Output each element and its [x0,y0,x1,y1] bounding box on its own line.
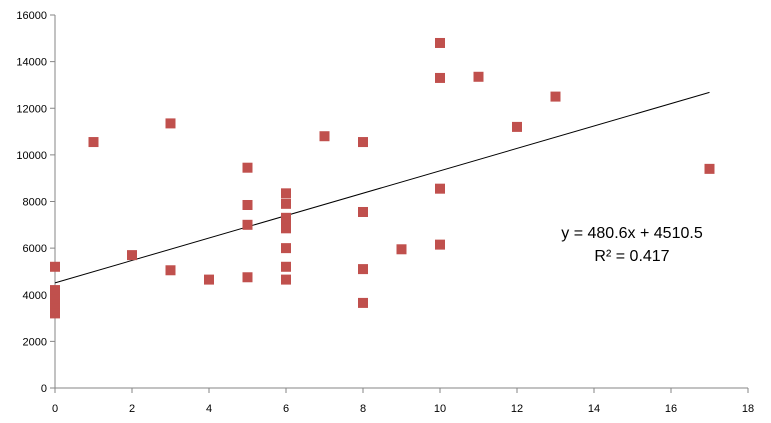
data-point [281,261,291,272]
data-point [435,183,445,194]
x-tick-label: 18 [742,403,754,415]
x-tick-label: 16 [665,403,677,415]
x-tick-label: 2 [129,403,135,415]
data-point [88,137,99,148]
data-point [50,308,60,319]
y-tick-label: 0 [41,383,47,395]
data-point [704,163,715,174]
data-point [550,91,561,102]
y-tick-label: 10000 [16,150,47,162]
data-point [242,199,253,210]
axes: 0 2000 4000 6000 8000 10000 12000 14000 16000 0 2 4… [16,10,754,415]
y-tick-label: 2000 [23,336,47,348]
data-point [242,272,253,283]
x-tick-label: 10 [434,403,446,415]
linear-trendline [54,91,710,284]
y-tick-label: 14000 [16,57,47,69]
data-point [435,72,445,83]
data-point [281,274,291,285]
r-squared-label: R² = 0.417 [594,248,669,265]
data-point [242,162,253,173]
y-tick-label: 12000 [16,103,47,115]
data-point [281,223,291,234]
data-point [358,297,368,308]
y-tick-label: 8000 [23,197,47,209]
x-tick-label: 12 [511,403,523,415]
data-points [50,37,715,319]
data-point [396,244,407,255]
data-point [281,198,291,209]
data-point [319,131,330,142]
trendline-group [54,91,710,284]
data-point [281,217,291,228]
x-tick-label: 4 [206,403,212,415]
trendline-annotation: y = 480.6x + 4510.5 R² = 0.417 [561,225,703,265]
x-tick-label: 0 [52,403,58,415]
data-point [242,219,253,230]
data-point [358,206,368,217]
data-point [281,243,291,254]
data-point [165,118,176,129]
x-tick-label: 14 [588,403,600,415]
y-tick-label: 6000 [23,243,47,255]
data-point [127,250,137,261]
y-tick-label: 4000 [23,290,47,302]
data-point [281,188,291,199]
data-point [473,71,484,82]
y-tick-label: 16000 [16,10,47,22]
data-point [204,274,214,285]
data-point [435,37,445,48]
data-point [50,261,60,272]
data-point [358,137,368,148]
x-tick-label: 8 [360,403,366,415]
data-point [435,239,445,250]
trendline-equation: y = 480.6x + 4510.5 [561,225,703,242]
data-point [358,264,368,275]
data-point [512,121,522,132]
data-point [165,265,176,276]
x-tick-label: 6 [283,403,289,415]
